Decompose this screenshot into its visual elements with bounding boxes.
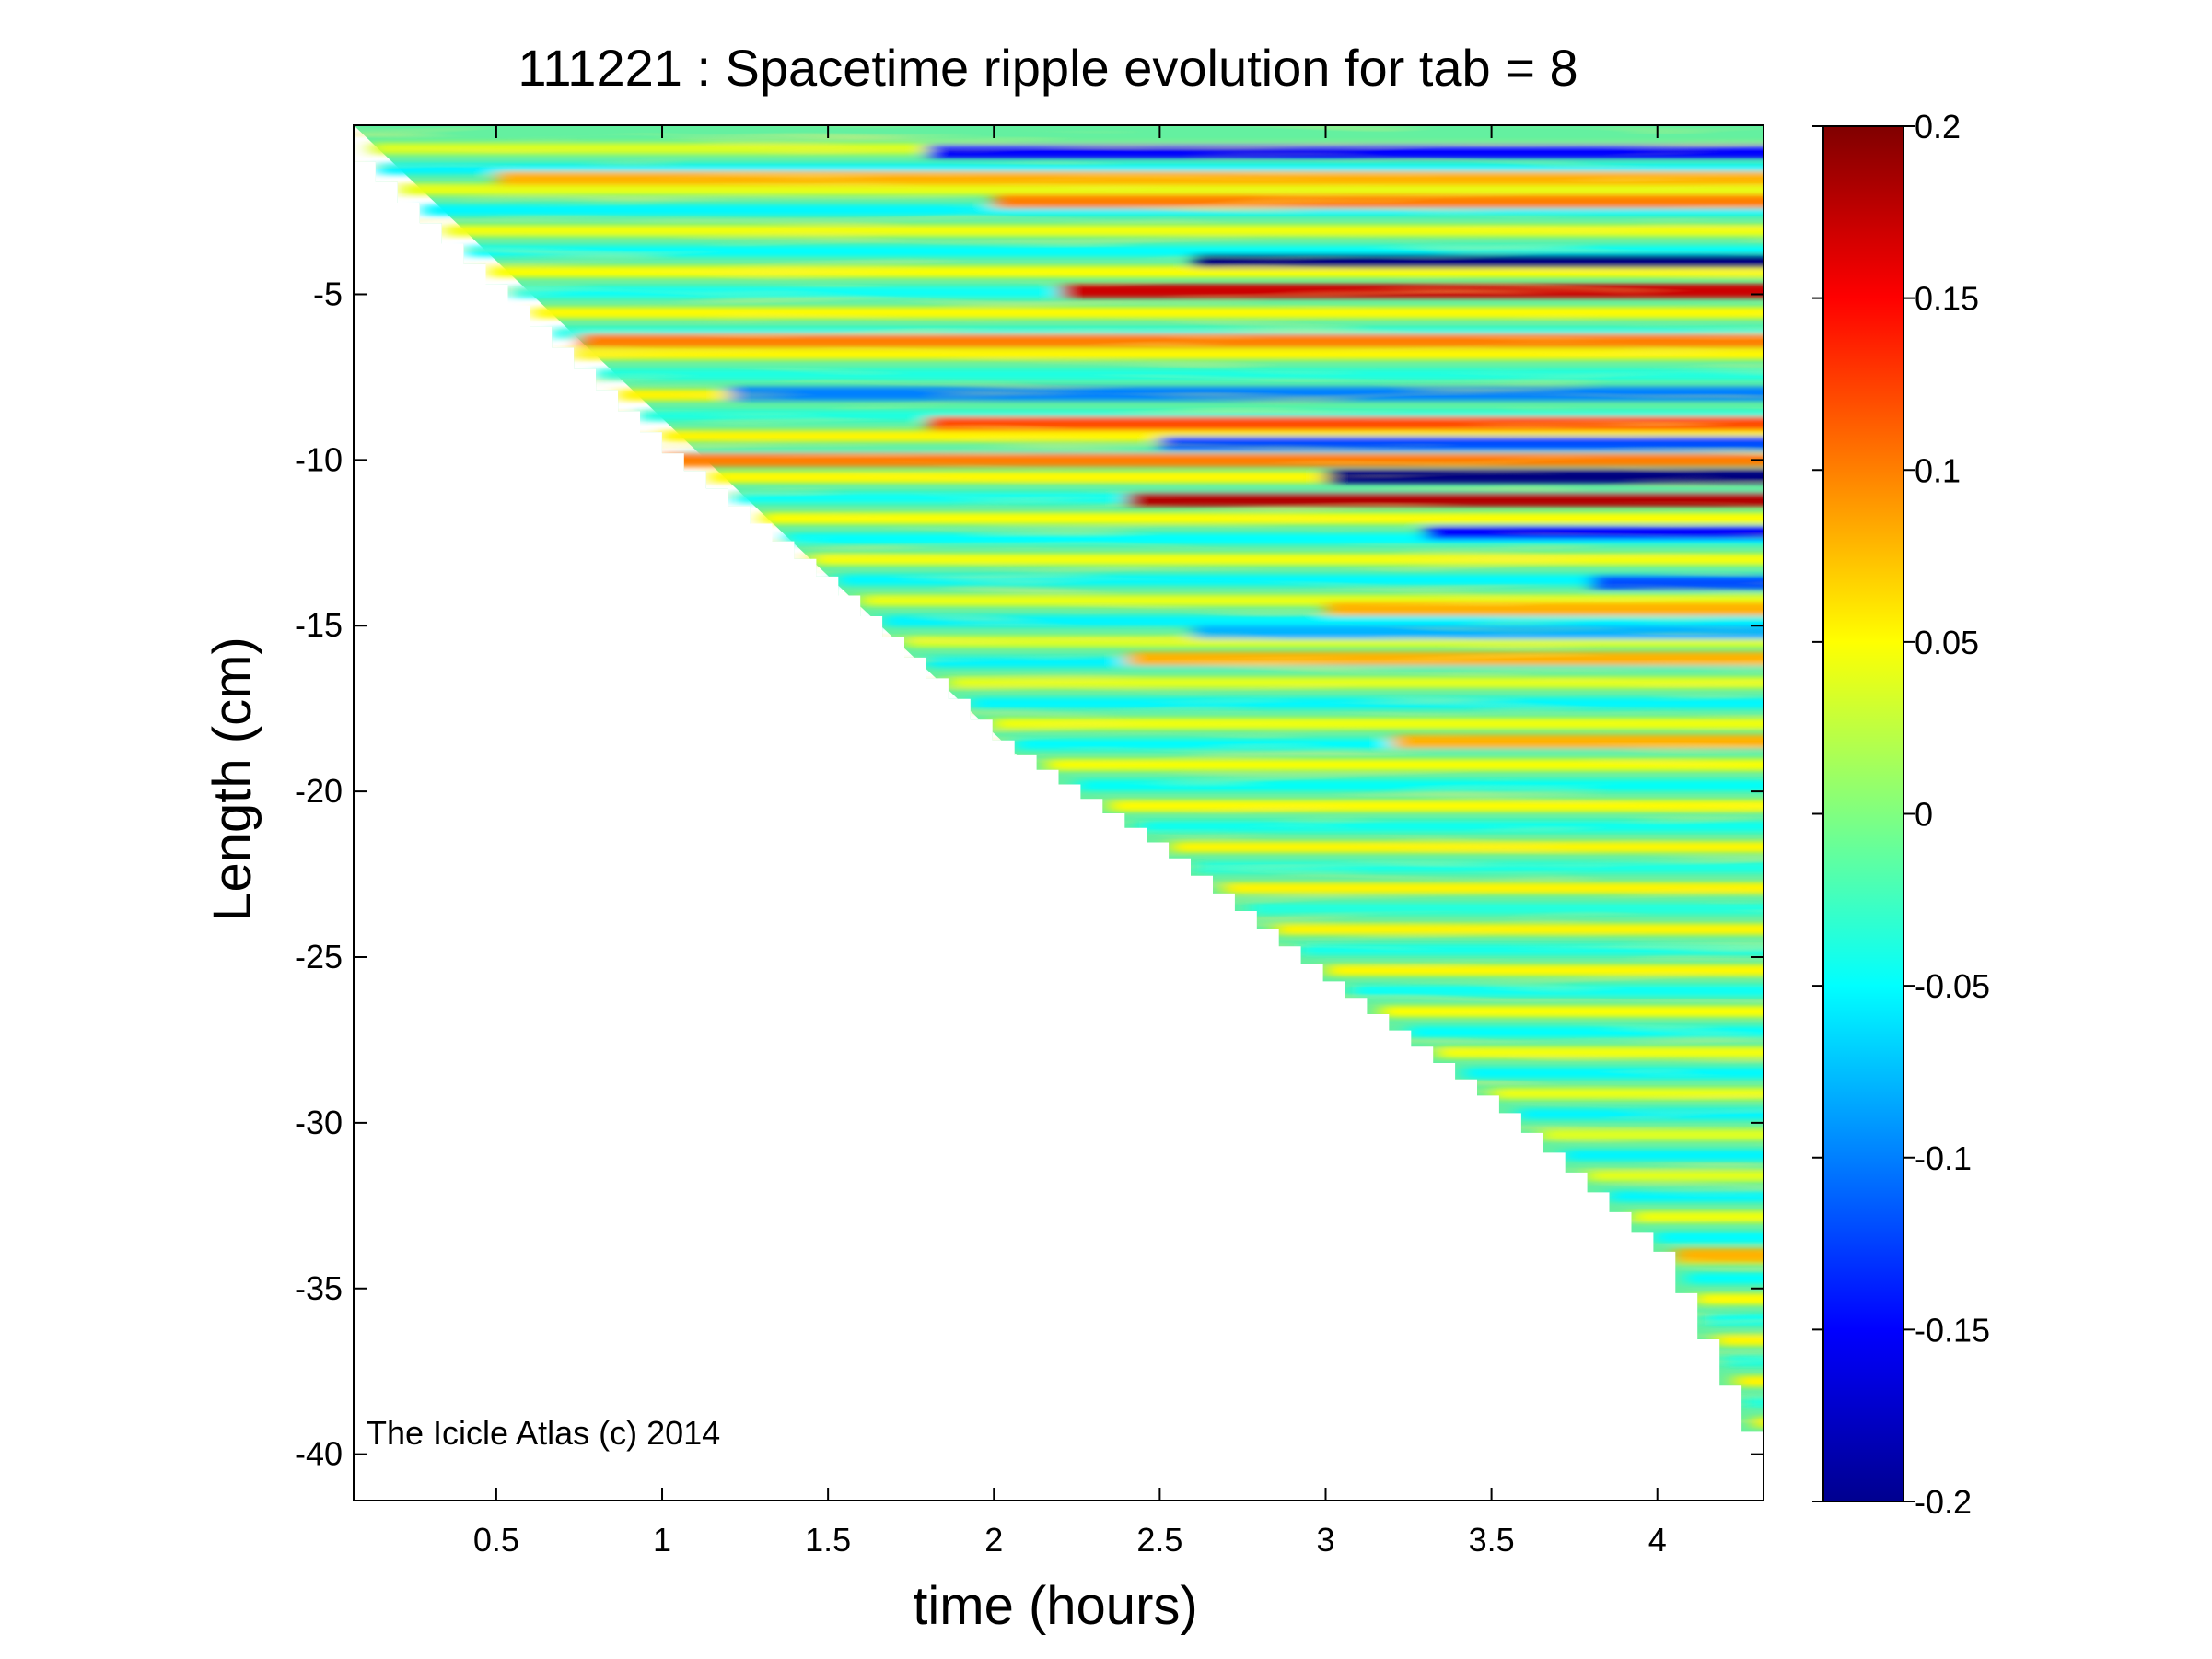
y-tick-label: -20	[295, 772, 343, 810]
colorbar	[1823, 126, 1903, 1501]
colorbar-tick-label: 0.1	[1915, 451, 1961, 489]
x-tick-label: 2.5	[1136, 1521, 1182, 1559]
colorbar-tick-label: -0.05	[1915, 967, 1990, 1005]
x-tick-label: 4	[1648, 1521, 1667, 1559]
chart-canvas: 111221 : Spacetime ripple evolution for …	[0, 0, 2212, 1659]
colorbar-tick-label: -0.1	[1915, 1139, 1972, 1177]
y-tick-label: -35	[295, 1269, 343, 1307]
heatmap-layer	[354, 125, 1791, 1501]
ripple-band	[1774, 1478, 1791, 1490]
ripple-band	[1774, 1458, 1792, 1469]
x-tick-label: 3.5	[1469, 1521, 1515, 1559]
x-tick-label: 0.5	[473, 1521, 519, 1559]
chart-figure: 111221 : Spacetime ripple evolution for …	[0, 0, 2212, 1659]
colorbar-tick-label: 0.05	[1915, 624, 1979, 661]
x-tick-label: 1	[653, 1521, 671, 1559]
y-tick-label: -10	[295, 440, 343, 478]
colorbar-tick-label: 0	[1915, 796, 1933, 834]
x-tick-label: 2	[984, 1521, 1003, 1559]
y-tick-label: -15	[295, 606, 343, 644]
y-tick-label: -40	[295, 1435, 343, 1473]
y-tick-label: -25	[295, 938, 343, 976]
x-tick-label: 1.5	[805, 1521, 851, 1559]
y-axis-label: Length (cm)	[203, 637, 262, 921]
chart-title: 111221 : Spacetime ripple evolution for …	[518, 39, 1578, 97]
x-tick-label: 3	[1316, 1521, 1334, 1559]
colorbar-tick-label: -0.15	[1915, 1311, 1990, 1349]
y-tick-label: -30	[295, 1104, 343, 1141]
colorbar-tick-label: 0.15	[1915, 280, 1979, 318]
copyright-annotation: The Icicle Atlas (c) 2014	[367, 1414, 720, 1452]
colorbar-tick-label: 0.2	[1915, 108, 1961, 146]
x-axis-label: time (hours)	[913, 1576, 1197, 1636]
ripple-band	[1764, 1437, 1791, 1448]
y-tick-label: -5	[313, 275, 343, 312]
colorbar-tick-label: -0.2	[1915, 1483, 1972, 1521]
